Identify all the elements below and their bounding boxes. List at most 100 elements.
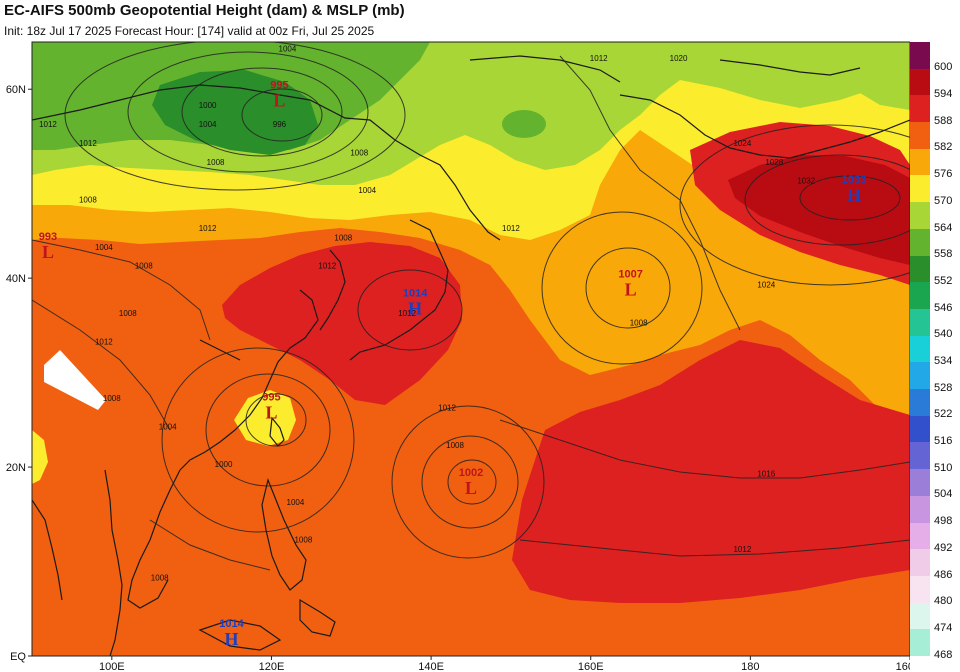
lon-label: 120E [259, 661, 285, 672]
legend-label: 564 [934, 221, 953, 234]
pressure-value: 1014 [403, 287, 428, 299]
white-streak [44, 350, 106, 410]
legend-swatch [910, 68, 930, 96]
isobar-label: 1032 [797, 177, 815, 186]
legend-swatch [910, 522, 930, 550]
isobar-label: 1004 [199, 120, 217, 129]
isobar-label: 1008 [630, 318, 648, 327]
isobar-label: 1004 [358, 186, 376, 195]
isobar-label: 1008 [79, 196, 97, 205]
chart-title: EC-AIFS 500mb Geopotential Height (dam) … [4, 2, 405, 19]
legend-label: 528 [934, 381, 953, 394]
height-588-west-pacific [222, 242, 462, 405]
isobar-label: 1000 [215, 460, 233, 469]
legend-label: 570 [934, 194, 953, 207]
legend-label: 534 [934, 355, 953, 367]
isobar-label: 1024 [757, 281, 775, 290]
coastlines [32, 55, 910, 656]
isobar-label: 1008 [334, 233, 352, 242]
legend-swatch [910, 228, 930, 257]
pressure-value: 1002 [459, 467, 483, 479]
legend-label: 600 [934, 61, 953, 74]
isobar-label: 1008 [446, 441, 464, 450]
lon-label: 160W [896, 661, 910, 672]
legend-label: 558 [934, 248, 953, 261]
pressure-value: 995 [262, 391, 280, 403]
isobar-label: 1004 [287, 498, 305, 507]
isobar-label: 1016 [757, 470, 775, 479]
legend-swatch [910, 282, 930, 310]
legend-label: 498 [934, 515, 953, 528]
isobar-label: 1008 [294, 536, 312, 545]
isobar-label: 1028 [765, 158, 783, 167]
height-552-band [152, 70, 318, 155]
legend-swatch [910, 549, 930, 577]
legend-swatch [910, 602, 930, 630]
lat-label: EQ [10, 651, 26, 663]
axis-ticks: 60N 40N 20N EQ 100E 120E 140E 160E 180 160W [6, 84, 910, 672]
legend-swatch [910, 202, 930, 230]
lon-label: 140E [418, 661, 444, 672]
lon-label: 180 [741, 661, 759, 672]
isobar-label: 1004 [159, 422, 177, 431]
map-frame [31, 41, 910, 657]
legend-label: 546 [934, 301, 953, 314]
isobar-label: 1012 [318, 262, 336, 271]
height-594-northeast-pacific [728, 155, 910, 265]
legend-swatch [910, 122, 930, 150]
legend-swatch [910, 362, 930, 390]
height-564-cell-northeast [840, 42, 910, 110]
pressure-value: 1007 [618, 269, 642, 281]
pressure-symbol: L [273, 91, 285, 111]
isobar-label: 1012 [39, 120, 57, 129]
legend-swatch [910, 575, 930, 604]
isobar-label: 1008 [119, 309, 137, 318]
legend-label: 480 [934, 595, 953, 608]
legend-swatch [910, 415, 930, 443]
pressure-value: 993 [39, 231, 57, 243]
pressure-value: 1014 [219, 618, 244, 630]
lat-label: 20N [6, 462, 26, 474]
isobar-label: 1012 [199, 224, 217, 233]
pressure-symbol: L [42, 242, 54, 262]
weather-map: 60N40N20NEQ100E120E140E160E180160W 10041… [6, 41, 910, 672]
legend-label: 492 [934, 541, 953, 554]
isobar-label: 1012 [95, 337, 113, 346]
legend-swatch [910, 335, 930, 363]
pressure-symbol: L [625, 280, 637, 300]
legend-label: 576 [934, 168, 953, 181]
height-570-bay-cell [32, 430, 48, 484]
lon-label: 100E [99, 661, 125, 672]
legend-label: 474 [934, 621, 953, 634]
legend-swatch [910, 389, 930, 417]
pressure-symbol: L [265, 402, 277, 422]
legend-swatch [910, 175, 930, 203]
isobar-label: 996 [273, 120, 287, 129]
legend-swatch [910, 95, 930, 123]
isobar-label: 1012 [398, 309, 416, 318]
legend-swatch [910, 42, 930, 70]
isobar-label: 1004 [279, 44, 297, 53]
legend-swatch [910, 255, 930, 283]
pressure-symbol: H [847, 185, 861, 205]
isobar-label: 1008 [151, 573, 169, 582]
height-588-central-pacific [512, 340, 910, 603]
isobar-label: 1012 [733, 545, 751, 554]
isobar-label: 1020 [670, 54, 688, 63]
isobar-label: 1012 [502, 224, 520, 233]
legend-swatch [910, 148, 930, 176]
chart-header: EC-AIFS 500mb Geopotential Height (dam) … [0, 0, 960, 42]
legend-swatch [910, 495, 930, 523]
legend-label: 594 [934, 88, 953, 101]
isobar-label: 1024 [733, 139, 751, 148]
pressure-symbol: H [408, 298, 422, 318]
isobar-label: 1012 [79, 139, 97, 148]
isobars [32, 42, 910, 571]
legend-label: 468 [934, 648, 953, 661]
